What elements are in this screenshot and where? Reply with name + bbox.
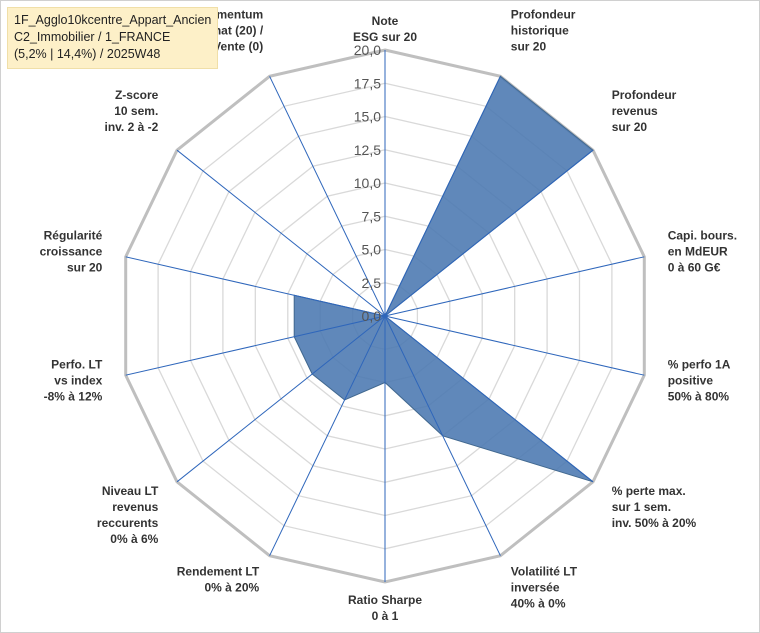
axis-label-line: % perfo 1A bbox=[668, 358, 731, 372]
axis-label-10: Niveau LT revenus reccurents 0% à 6% bbox=[97, 484, 159, 546]
axis-label-line: 0% à 6% bbox=[110, 532, 158, 546]
axis-label-line: 50% à 80% bbox=[668, 390, 730, 404]
axis-label-4: Capi. bours. en MdEUR 0 à 60 G€ bbox=[668, 229, 737, 275]
r-tick-label: 5,0 bbox=[362, 242, 382, 258]
r-tick-label: 12,5 bbox=[354, 142, 381, 158]
r-tick-label: 20,0 bbox=[354, 42, 381, 58]
data-series-area bbox=[293, 75, 594, 483]
axis-label-line: reccurents bbox=[97, 516, 159, 530]
r-tick-label: 0,0 bbox=[362, 308, 382, 324]
axis-label-8: Ratio Sharpe 0 à 1 bbox=[348, 593, 422, 623]
axis-label-line: Régularité bbox=[44, 229, 103, 243]
axis-label-7: Volatilité LT inversée 40% à 0% bbox=[511, 564, 578, 610]
axis-label-line: Perfo. LT bbox=[51, 358, 103, 372]
r-tick-label: 10,0 bbox=[354, 175, 381, 191]
axis-label-line: Note bbox=[372, 14, 399, 28]
axis-label-6: % perte max. sur 1 sem. inv. 50% à 20% bbox=[612, 484, 697, 530]
axis-label-line: Profondeur bbox=[612, 88, 677, 102]
title-line-2: C2_Immobilier / 1_FRANCE bbox=[14, 30, 171, 44]
axis-label-1: Note ESG sur 20 bbox=[353, 14, 417, 44]
axis-label-line: % perte max. bbox=[612, 484, 686, 498]
title-line-3: (5,2% | 14,4%) / 2025W48 bbox=[14, 47, 161, 61]
axis-label-line: sur 1 sem. bbox=[612, 500, 671, 514]
axis-label-line: inversée bbox=[511, 580, 560, 594]
axis-spoke-13 bbox=[176, 149, 386, 317]
r-tick-label: 2,5 bbox=[362, 275, 382, 291]
axis-label-line: croissance bbox=[40, 245, 103, 259]
axis-label-line: Z-score bbox=[115, 88, 159, 102]
axis-spoke-9 bbox=[269, 315, 386, 556]
axis-label-line: Profondeur bbox=[511, 8, 576, 22]
axis-label-11: Perfo. LT vs index -8% à 12% bbox=[44, 358, 103, 404]
axis-spoke-5 bbox=[384, 315, 645, 376]
axis-label-3: Profondeur revenus sur 20 bbox=[612, 88, 677, 134]
axis-label-line: Niveau LT bbox=[102, 484, 159, 498]
axis-label-13: Z-score 10 sem. inv. 2 à -2 bbox=[104, 88, 158, 134]
axis-label-line: Volatilité LT bbox=[511, 564, 578, 578]
axis-label-line: positive bbox=[668, 374, 714, 388]
axis-label-line: Vente (0) bbox=[213, 40, 263, 54]
axis-label-line: historique bbox=[511, 24, 569, 38]
axis-label-line: 0 à 1 bbox=[372, 609, 399, 623]
title-line-1: 1F_Agglo10kcentre_Appart_Ancien bbox=[14, 13, 212, 27]
axis-label-line: sur 20 bbox=[612, 120, 648, 134]
axis-label-line: en MdEUR bbox=[668, 245, 728, 259]
r-tick-label: 17,5 bbox=[354, 75, 381, 91]
axis-label-2: Profondeur historique sur 20 bbox=[511, 8, 576, 54]
axis-spoke-6 bbox=[384, 315, 594, 483]
axis-label-9: Rendement LT 0% à 20% bbox=[177, 564, 260, 594]
axis-spoke-11 bbox=[125, 315, 386, 376]
axis-label-line: inv. 50% à 20% bbox=[612, 516, 697, 530]
axis-label-line: Capi. bours. bbox=[668, 229, 737, 243]
axis-label-line: 10 sem. bbox=[114, 104, 158, 118]
axis-spoke-10 bbox=[176, 315, 386, 483]
axis-spoke-3 bbox=[384, 149, 594, 317]
chart-title-box: 1F_Agglo10kcentre_Appart_Ancien C2_Immob… bbox=[7, 7, 219, 69]
axis-label-5: % perfo 1A positive 50% à 80% bbox=[668, 358, 731, 404]
r-tick-label: 15,0 bbox=[354, 109, 381, 125]
axis-spoke-2 bbox=[384, 76, 501, 317]
axis-spoke-12 bbox=[125, 256, 386, 317]
axis-label-line: 0 à 60 G€ bbox=[668, 261, 721, 275]
axis-spoke-4 bbox=[384, 256, 645, 317]
axis-label-line: inv. 2 à -2 bbox=[104, 120, 158, 134]
axis-label-line: vs index bbox=[54, 374, 102, 388]
axis-label-line: Rendement LT bbox=[177, 564, 260, 578]
axis-spoke-7 bbox=[384, 315, 501, 556]
axis-label-line: revenus bbox=[112, 500, 158, 514]
axis-label-line: 40% à 0% bbox=[511, 596, 566, 610]
axis-label-12: Régularité croissance sur 20 bbox=[40, 229, 103, 275]
axis-label-line: Ratio Sharpe bbox=[348, 593, 422, 607]
axis-label-line: 0% à 20% bbox=[204, 580, 259, 594]
axis-label-line: -8% à 12% bbox=[44, 390, 103, 404]
axis-label-line: ESG sur 20 bbox=[353, 30, 417, 44]
axis-label-line: revenus bbox=[612, 104, 658, 118]
axis-spoke-14 bbox=[269, 76, 386, 317]
axis-label-line: sur 20 bbox=[511, 40, 547, 54]
r-tick-label: 7,5 bbox=[362, 208, 382, 224]
axis-label-line: sur 20 bbox=[67, 261, 103, 275]
